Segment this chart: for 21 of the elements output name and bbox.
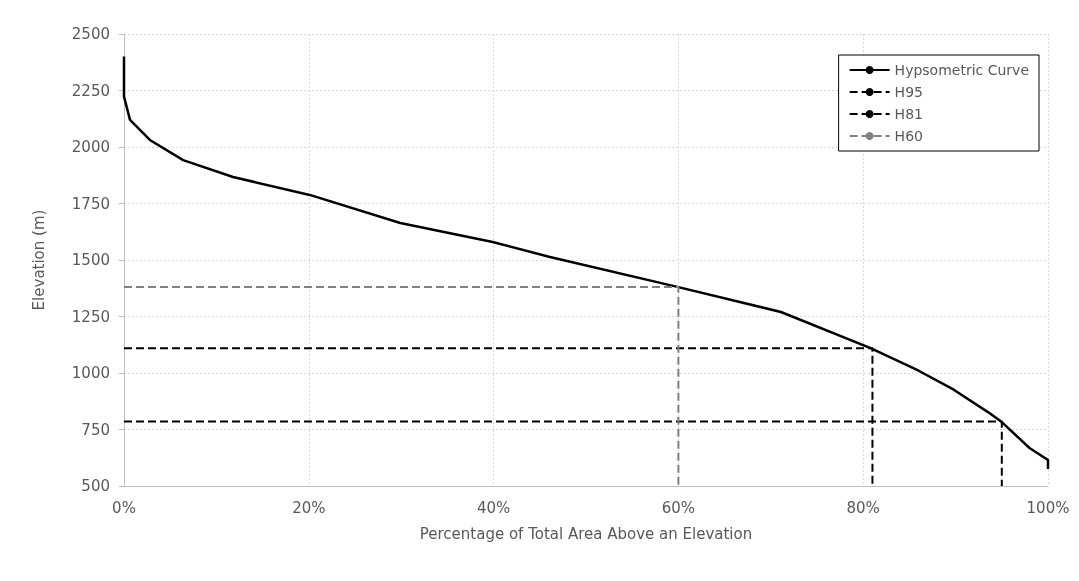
x-tick-label: 40% — [476, 498, 511, 517]
legend-label: H95 — [894, 84, 923, 100]
y-tick-label: 2250 — [71, 81, 110, 100]
y-tick-label: 500 — [81, 477, 110, 495]
y-tick-label: 750 — [81, 420, 110, 439]
x-tick-label: 80% — [846, 498, 880, 517]
y-tick-label: 2000 — [71, 138, 110, 156]
y-tick-label: 1750 — [71, 194, 110, 213]
y-axis-title: Elevation (m) — [29, 209, 48, 311]
legend-label: Hypsometric Curve — [894, 62, 1030, 78]
y-tick-label: 1000 — [71, 364, 110, 382]
x-tick-label: 60% — [661, 498, 696, 517]
x-tick-label: 0% — [112, 498, 136, 517]
x-tick-label: 100% — [1026, 498, 1070, 517]
y-tick-label: 1250 — [71, 307, 110, 326]
legend-label: H81 — [894, 106, 923, 122]
x-tick-label: 20% — [292, 498, 326, 517]
y-tick-label: 1500 — [71, 251, 110, 269]
legend-label: H60 — [894, 128, 923, 144]
x-axis-title: Percentage of Total Area Above an Elevation — [419, 524, 753, 543]
y-tick-label: 2500 — [71, 25, 110, 43]
